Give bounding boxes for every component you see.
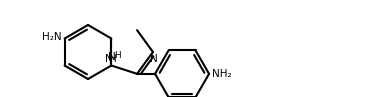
Text: H₂N: H₂N [42,32,62,42]
Text: N: N [108,52,115,62]
Text: N: N [105,54,112,64]
Text: NH₂: NH₂ [212,69,232,79]
Text: H: H [109,54,116,64]
Text: N: N [150,54,158,64]
Text: H: H [114,52,121,61]
